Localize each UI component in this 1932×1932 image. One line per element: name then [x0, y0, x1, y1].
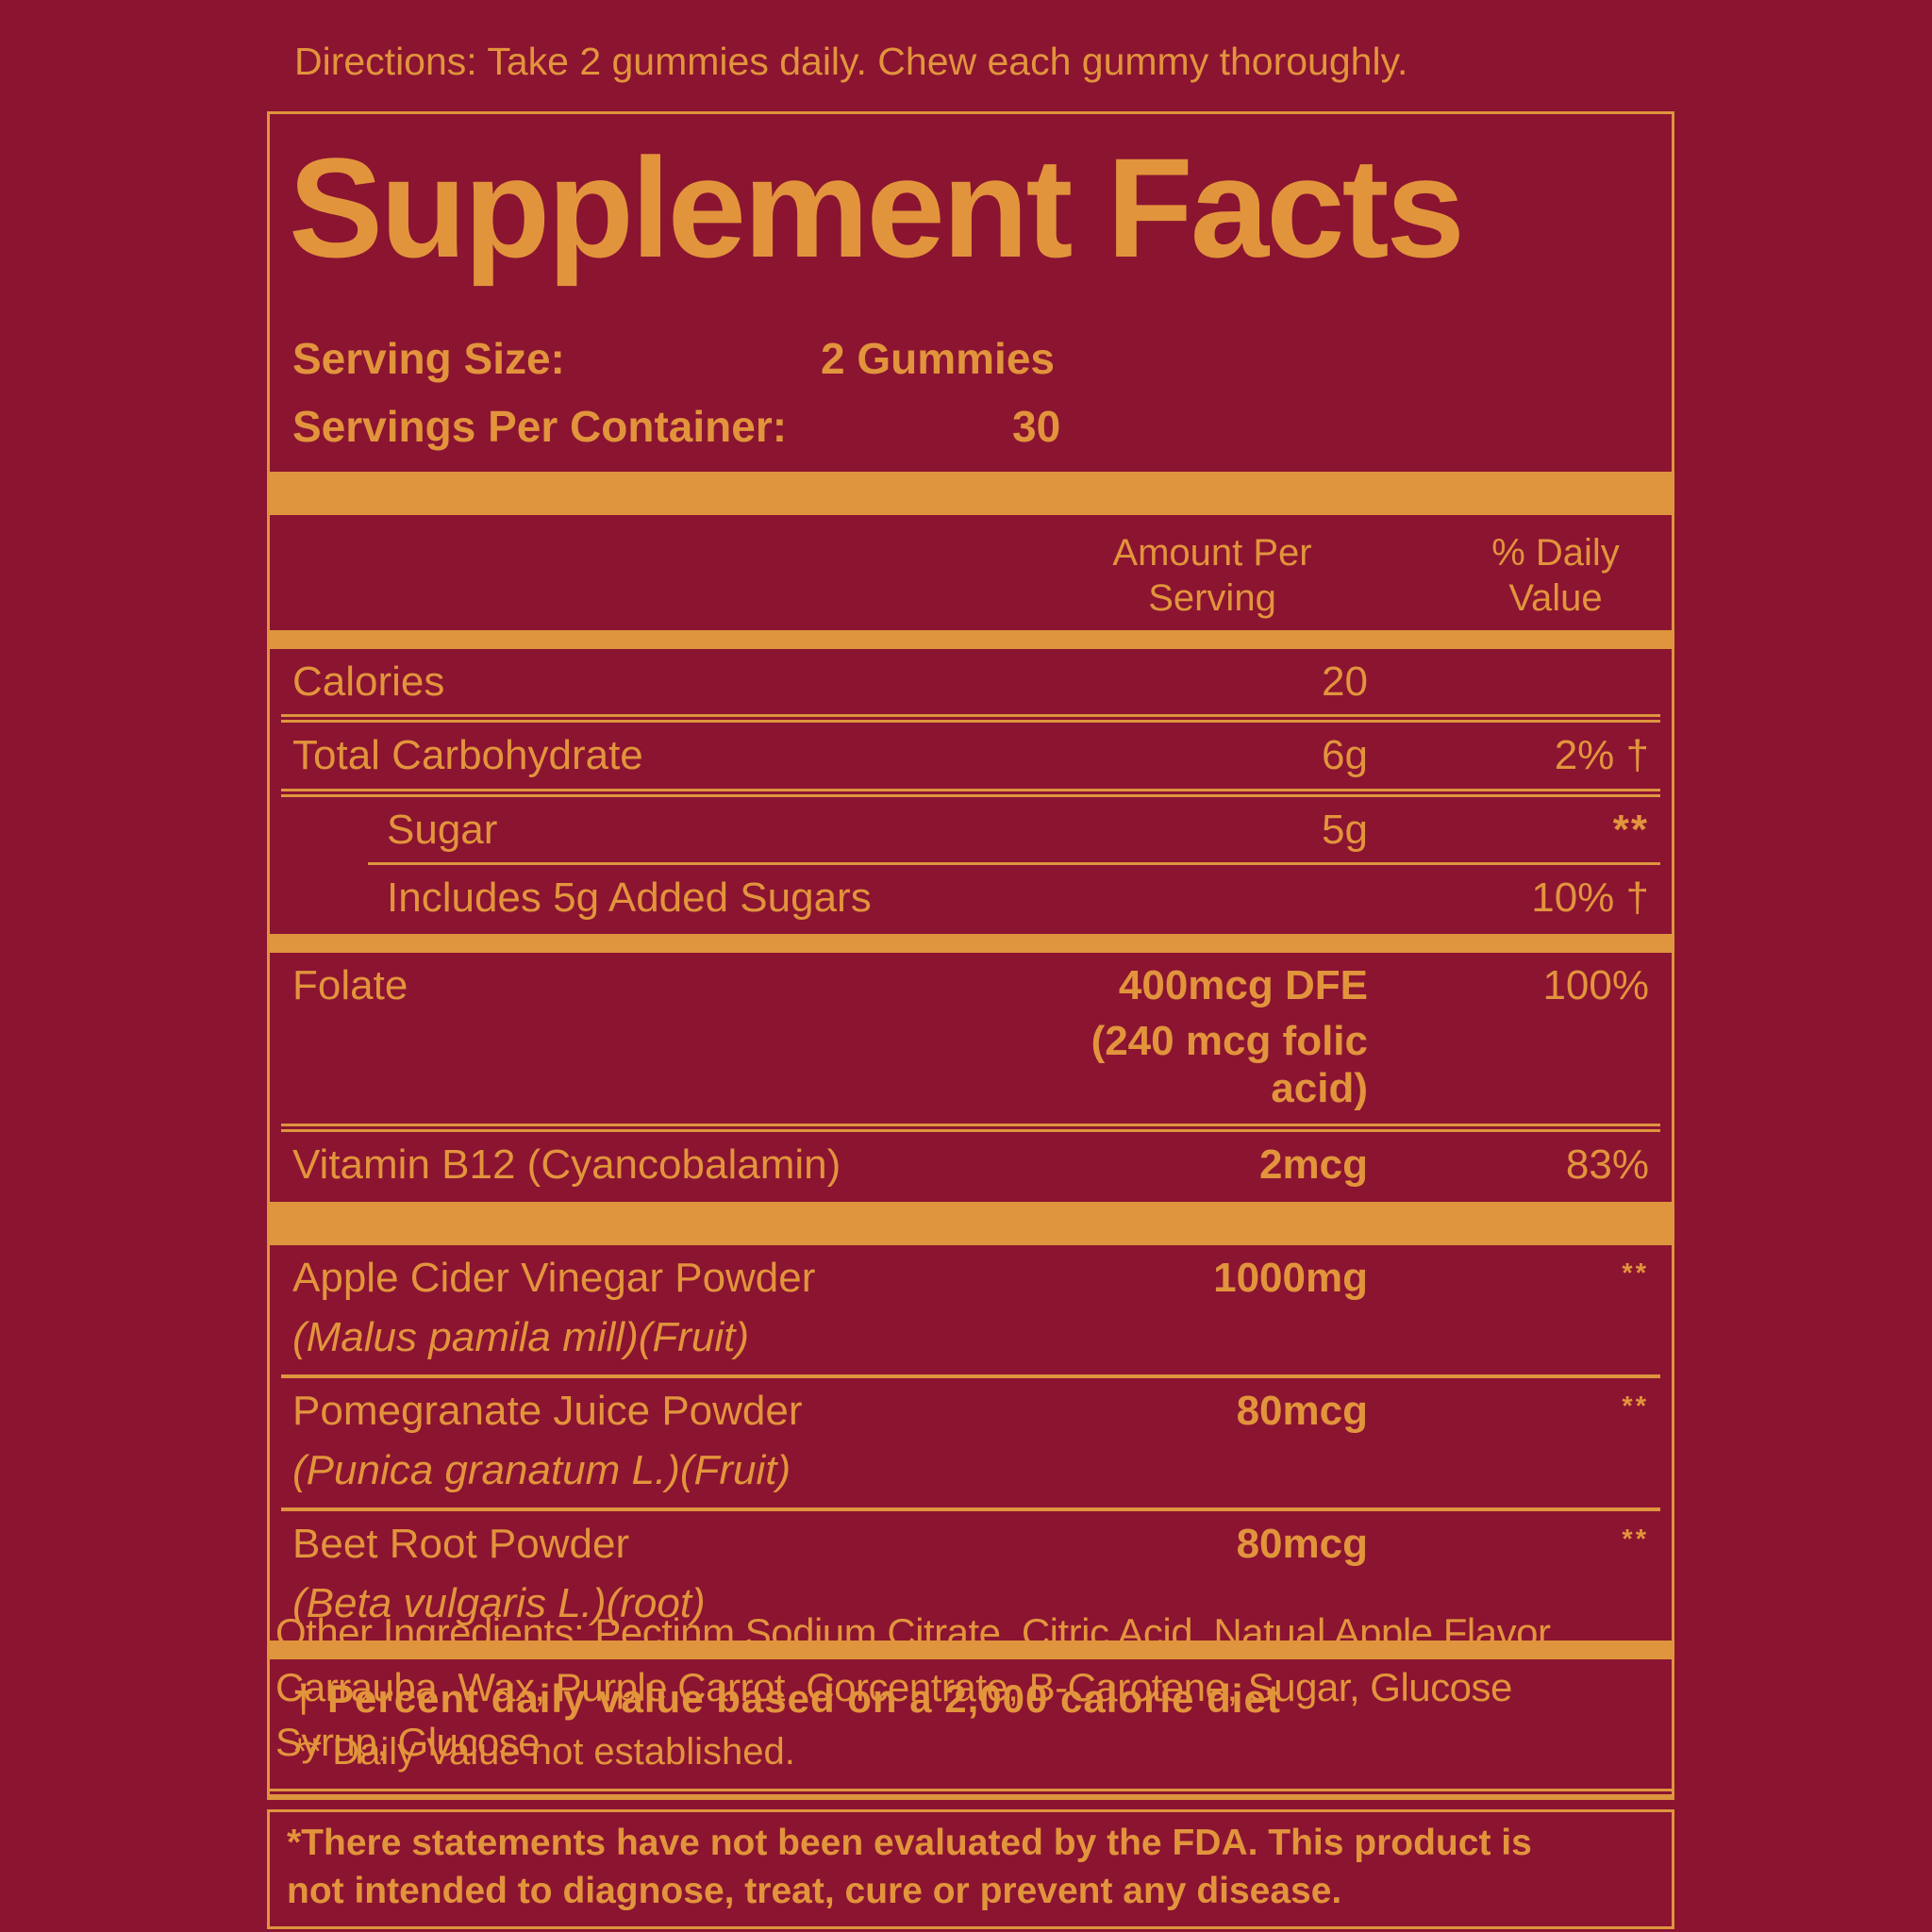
panel-bottom-double-rule	[270, 1789, 1672, 1798]
nutrient-amount: 1000mg	[1213, 1254, 1368, 1301]
nutrient-amount: 400mcg DFE	[1118, 962, 1368, 1009]
servings-per-container-row: Servings Per Container: 30	[292, 401, 1649, 452]
footnote-not-established: ** Daily Value not established.	[292, 1731, 795, 1774]
nutrient-name: Folate	[292, 962, 408, 1009]
divider-double	[281, 788, 1660, 797]
other-ingredients-line: Carrauba Wax, Purple Carrot Corcentrate,…	[275, 1664, 1512, 1709]
nutrient-dv: **	[1612, 806, 1649, 853]
nutrient-row-vitamin-b12: Vitamin B12 (Cyancobalamin) 2mcg 83%	[292, 1132, 1649, 1197]
separator-bar-medium	[270, 630, 1672, 650]
nutrient-name: Calories	[292, 658, 445, 706]
nutrient-amount: 20	[1322, 658, 1368, 706]
nutrient-dv: 83%	[1565, 1141, 1649, 1189]
nutrient-dv: 2% †	[1554, 732, 1649, 779]
nutrient-amount: 5g	[1322, 806, 1368, 853]
nutrient-name: Apple Cider Vinegar Powder	[292, 1254, 816, 1301]
separator-bar-thick	[270, 472, 1672, 516]
nutrient-row-apple-cider-vinegar: Apple Cider Vinegar Powder 1000mg **	[292, 1245, 1649, 1310]
serving-size-row: Serving Size: 2 Gummies	[292, 334, 1649, 384]
nutrient-name: Includes 5g Added Sugars	[387, 874, 872, 921]
other-ingredients: Other Ingredients: Pectinm Sodium Citrat…	[275, 1606, 1559, 1770]
divider-indented	[368, 861, 1660, 865]
nutrient-dv: **	[1622, 1391, 1649, 1422]
nutrient-row-total-carbohydrate: Total Carbohydrate 6g 2% †	[292, 723, 1649, 788]
divider	[281, 1507, 1660, 1512]
folate-amount-note: (240 mcg folic acid)	[1091, 1018, 1368, 1112]
separator-bar-medium	[270, 934, 1672, 954]
fda-disclaimer-line: *There statements have not been evaluate…	[287, 1823, 1532, 1863]
nutrient-name: Total Carbohydrate	[292, 732, 643, 779]
supplement-facts-panel: Supplement Facts Serving Size: 2 Gummies …	[267, 111, 1674, 1801]
panel-title: Supplement Facts	[289, 128, 1465, 287]
nutrient-name: Sugar	[387, 806, 498, 853]
nutrient-amount: 6g	[1322, 732, 1368, 779]
nutrient-amount: 80mcg	[1236, 1521, 1368, 1568]
botanical-name: (Beta vulgaris L.)(root)	[292, 1580, 706, 1627]
daily-value-header: % Daily Value	[1491, 532, 1620, 620]
folate-amount-note-row: (240 mcg folic acid)	[292, 1018, 1649, 1124]
nutrient-dv: **	[1622, 1524, 1649, 1556]
separator-bar-thick	[270, 1201, 1672, 1245]
nutrient-row-pomegranate: Pomegranate Juice Powder 80mcg **	[292, 1378, 1649, 1443]
nutrient-amount: 80mcg	[1236, 1387, 1368, 1434]
footnote-daily-value: † Percent daily value based on a 2,000 c…	[292, 1676, 1281, 1722]
other-ingredients-line: Syrup, Glucose	[275, 1719, 541, 1764]
serving-size-value: 2 Gummies	[821, 334, 1055, 383]
directions-text: Directions: Take 2 gummies daily. Chew e…	[294, 40, 1408, 83]
nutrient-name: Vitamin B12 (Cyancobalamin)	[292, 1141, 841, 1189]
other-ingredients-line: Other Ingredients: Pectinm Sodium Citrat…	[275, 1610, 1559, 1655]
servings-per-container-label: Servings Per Container:	[292, 401, 788, 451]
nutrient-dv: 100%	[1542, 962, 1649, 1009]
nutrient-row-sugar: Sugar 5g **	[292, 797, 1649, 862]
separator-bar-medium	[270, 1641, 1672, 1660]
nutrient-row-added-sugars: Includes 5g Added Sugars 10% †	[292, 865, 1649, 930]
nutrient-dv: 10% †	[1531, 874, 1649, 921]
nutrient-name: Beet Root Powder	[292, 1521, 630, 1568]
nutrient-amount: 2mcg	[1259, 1141, 1368, 1189]
divider-double	[281, 1124, 1660, 1133]
nutrient-row-beet-root: Beet Root Powder 80mcg **	[292, 1511, 1649, 1576]
nutrient-row-folate: Folate 400mcg DFE 100%	[292, 953, 1649, 1018]
nutrient-name: Pomegranate Juice Powder	[292, 1387, 803, 1434]
servings-per-container-value: 30	[1012, 401, 1061, 451]
divider-double	[281, 714, 1660, 724]
amount-per-serving-header: Amount Per Serving	[1112, 532, 1312, 620]
fda-disclaimer-line: not intended to diagnose, treat, cure or…	[287, 1870, 1342, 1911]
fda-disclaimer-box: *There statements have not been evaluate…	[267, 1809, 1674, 1930]
nutrient-row-calories: Calories 20	[292, 649, 1649, 714]
serving-size-label: Serving Size:	[292, 334, 565, 383]
botanical-name: (Malus pamila mill)(Fruit)	[292, 1313, 750, 1360]
botanical-name: (Punica granatum L.)(Fruit)	[292, 1447, 791, 1494]
column-header-row: Amount Per Serving % Daily Value	[292, 530, 1649, 621]
divider	[281, 1374, 1660, 1378]
nutrient-dv: **	[1622, 1257, 1649, 1289]
